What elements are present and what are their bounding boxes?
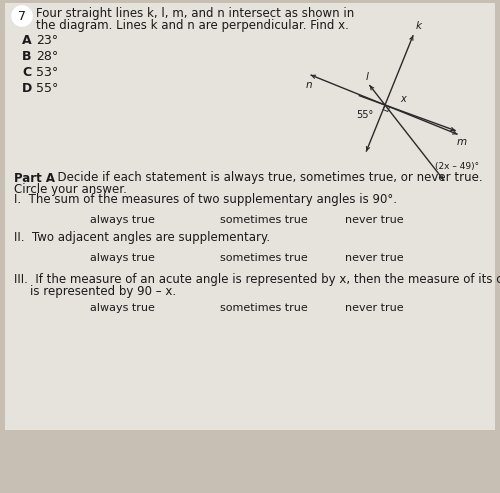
Text: 28°: 28°	[36, 49, 58, 63]
Text: 55°: 55°	[36, 81, 59, 95]
Text: n: n	[306, 80, 312, 90]
Text: sometimes true: sometimes true	[220, 253, 308, 263]
Text: always true: always true	[90, 215, 155, 225]
Text: II.  Two adjacent angles are supplementary.: II. Two adjacent angles are supplementar…	[14, 232, 270, 245]
Text: (2x – 49)°: (2x – 49)°	[435, 163, 479, 172]
Text: C: C	[22, 66, 31, 78]
Text: sometimes true: sometimes true	[220, 215, 308, 225]
Text: 55°: 55°	[356, 110, 374, 120]
Text: always true: always true	[90, 303, 155, 313]
Text: I.  The sum of the measures of two supplementary angles is 90°.: I. The sum of the measures of two supple…	[14, 193, 397, 207]
Text: l: l	[366, 72, 368, 82]
Text: Part A: Part A	[14, 172, 55, 184]
Text: B: B	[22, 49, 32, 63]
Text: 23°: 23°	[36, 34, 58, 46]
Text: always true: always true	[90, 253, 155, 263]
Text: k: k	[416, 22, 422, 32]
Text: m: m	[456, 137, 466, 146]
Text: 53°: 53°	[36, 66, 58, 78]
Text: 7: 7	[18, 9, 26, 23]
Text: D: D	[22, 81, 32, 95]
Text: the diagram. Lines k and n are perpendicular. Find x.: the diagram. Lines k and n are perpendic…	[36, 19, 349, 32]
Text: x: x	[400, 94, 406, 104]
Text: A: A	[22, 34, 32, 46]
Text: never true: never true	[345, 303, 404, 313]
Text: III.  If the measure of an acute angle is represented by x, then the measure of : III. If the measure of an acute angle is…	[14, 274, 500, 286]
Text: sometimes true: sometimes true	[220, 303, 308, 313]
Text: Circle your answer.: Circle your answer.	[14, 182, 127, 196]
Bar	[5, 430, 495, 493]
Text: is represented by 90 – x.: is represented by 90 – x.	[30, 284, 176, 297]
Circle shape	[12, 6, 32, 26]
Text: Four straight lines k, l, m, and n intersect as shown in: Four straight lines k, l, m, and n inter…	[36, 7, 354, 21]
Text: never true: never true	[345, 215, 404, 225]
Text: Decide if each statement is always true, sometimes true, or never true.: Decide if each statement is always true,…	[50, 172, 482, 184]
Text: never true: never true	[345, 253, 404, 263]
